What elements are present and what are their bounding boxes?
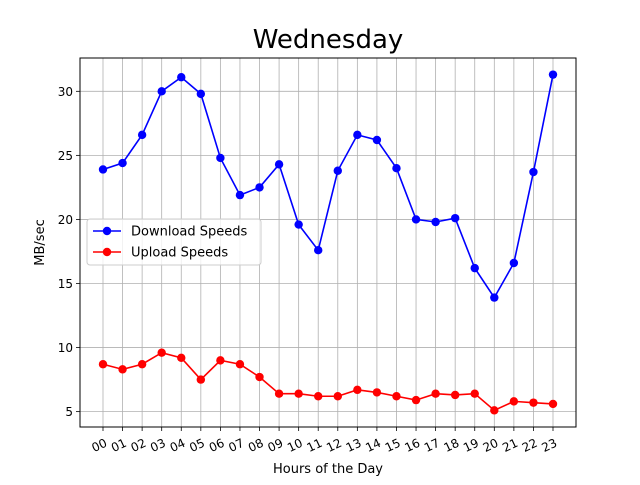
- x-tick-label: 17: [422, 436, 442, 455]
- y-tick-label: 20: [58, 213, 73, 227]
- x-axis-label: Hours of the Day: [273, 462, 383, 477]
- x-tick-label: 21: [500, 436, 520, 455]
- data-point: [450, 213, 460, 223]
- data-point: [548, 399, 558, 409]
- data-point: [353, 385, 362, 395]
- x-tick-label: 08: [246, 436, 266, 455]
- x-tick-label: 06: [207, 436, 227, 455]
- x-tick-label: 19: [461, 436, 481, 455]
- data-point: [548, 70, 558, 79]
- data-point: [274, 389, 284, 398]
- x-tick-label: 00: [89, 436, 109, 455]
- legend: Download Speeds Upload Speeds: [86, 218, 262, 266]
- x-tick-label: 23: [539, 436, 559, 455]
- x-tick-label: 18: [442, 436, 462, 455]
- x-tick-label: 12: [324, 436, 344, 455]
- data-point: [177, 353, 186, 363]
- data-point: [294, 220, 303, 229]
- data-point: [509, 397, 519, 406]
- data-point: [235, 190, 245, 200]
- data-point: [137, 130, 147, 140]
- data-point: [314, 392, 323, 401]
- data-point: [216, 153, 225, 163]
- data-point: [450, 390, 460, 400]
- data-point: [372, 135, 382, 145]
- data-point: [98, 360, 108, 369]
- data-point: [509, 258, 519, 268]
- legend-marker: [102, 247, 112, 257]
- data-point: [274, 160, 284, 169]
- data-point: [137, 360, 147, 369]
- x-tick-label: 02: [129, 436, 149, 455]
- data-point: [177, 73, 186, 82]
- y-tick-label: 25: [58, 149, 73, 163]
- data-point: [470, 389, 479, 398]
- data-point: [235, 360, 245, 369]
- data-point: [333, 392, 342, 401]
- x-tick-label: 22: [520, 436, 540, 455]
- data-point: [98, 165, 108, 174]
- data-point: [118, 365, 127, 374]
- x-tick-label: 05: [187, 436, 207, 455]
- data-point: [353, 130, 362, 140]
- data-point: [294, 389, 303, 398]
- data-point: [372, 388, 382, 397]
- grid-lines: [80, 58, 576, 427]
- data-point: [470, 263, 479, 273]
- data-point: [431, 217, 440, 227]
- data-point: [255, 372, 264, 382]
- data-point: [411, 395, 421, 405]
- series-layer: [98, 70, 558, 415]
- x-tick-label: 16: [402, 436, 422, 455]
- data-point: [392, 392, 401, 401]
- data-point: [255, 183, 264, 192]
- plot-frame: [79, 57, 577, 428]
- x-tick-label: 20: [481, 436, 501, 455]
- data-point: [333, 166, 342, 175]
- data-point: [157, 87, 166, 96]
- x-tick-label: 13: [344, 436, 364, 455]
- data-point: [314, 245, 323, 255]
- data-point: [490, 293, 499, 302]
- x-tick-label: 10: [285, 436, 305, 455]
- x-tick-label: 03: [148, 436, 168, 455]
- x-tick-label: 15: [383, 436, 403, 455]
- y-tick-label: 15: [58, 277, 73, 291]
- y-tick-label: 30: [58, 85, 73, 99]
- x-tick-label: 04: [168, 436, 188, 455]
- y-axis-label: MB/sec: [33, 219, 48, 265]
- data-point: [411, 215, 421, 224]
- chart-title: Wednesday: [253, 25, 404, 55]
- x-tick-label: 14: [363, 436, 383, 455]
- data-point: [529, 398, 538, 407]
- x-tick-label: 07: [226, 436, 246, 455]
- data-point: [216, 356, 225, 365]
- legend-label: Upload Speeds: [131, 246, 228, 261]
- data-point: [529, 167, 538, 177]
- data-point: [431, 389, 440, 398]
- axis-ticks: 00 01 02 03 04 05 06 07 08 09 10 11 12 13 14 15 16 17 18 19…: [58, 85, 559, 455]
- data-point: [392, 163, 401, 173]
- y-tick-label: 10: [58, 341, 73, 355]
- x-tick-label: 09: [266, 436, 286, 455]
- data-point: [196, 375, 206, 384]
- data-point: [196, 89, 206, 99]
- x-tick-label: 01: [109, 436, 129, 455]
- legend-marker: [102, 226, 112, 236]
- legend-label: Download Speeds: [131, 225, 248, 240]
- data-point: [157, 348, 166, 357]
- y-tick-label: 5: [65, 405, 73, 419]
- legend-box: [86, 218, 262, 266]
- data-point: [490, 406, 499, 415]
- x-tick-label: 11: [305, 436, 325, 455]
- data-point: [118, 158, 127, 168]
